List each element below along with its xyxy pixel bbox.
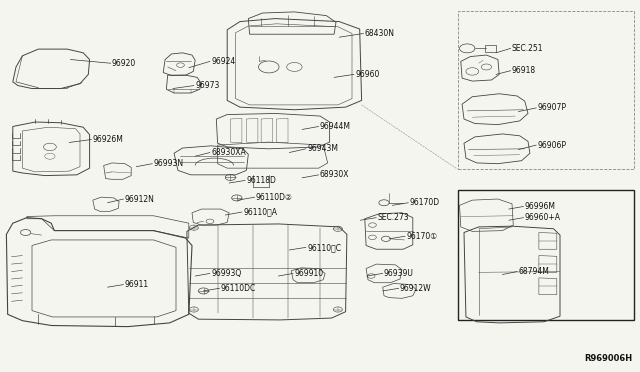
Text: 96118D: 96118D — [246, 176, 276, 185]
Text: 96993Q: 96993Q — [211, 269, 241, 278]
Text: 96993N: 96993N — [154, 159, 184, 168]
Text: 68930X: 68930X — [320, 170, 349, 179]
Text: 96960+A: 96960+A — [525, 213, 561, 222]
Text: 96912N: 96912N — [125, 195, 155, 203]
Text: 68430N: 68430N — [365, 29, 395, 38]
Bar — [458, 11, 634, 169]
Text: 96939U: 96939U — [384, 269, 414, 278]
Text: 96907P: 96907P — [538, 103, 566, 112]
Text: 969910: 969910 — [294, 269, 324, 278]
Text: 96912W: 96912W — [400, 284, 431, 293]
Text: 96110DC: 96110DC — [221, 284, 256, 293]
Text: 96911: 96911 — [125, 280, 149, 289]
Text: 96926M: 96926M — [93, 135, 124, 144]
Text: R969006H: R969006H — [584, 354, 632, 363]
Text: 96960: 96960 — [355, 70, 380, 79]
Text: 96973: 96973 — [195, 81, 220, 90]
Text: 96110ⒶC: 96110ⒶC — [307, 243, 341, 252]
Text: 96944M: 96944M — [320, 122, 351, 131]
Text: SEC.251: SEC.251 — [512, 44, 543, 53]
Text: 96996M: 96996M — [525, 202, 556, 211]
Text: 96918: 96918 — [512, 66, 536, 75]
Text: SEC.273: SEC.273 — [378, 213, 409, 222]
Text: 96943M: 96943M — [307, 144, 338, 153]
Text: 96170①: 96170① — [406, 232, 438, 241]
Text: 96920: 96920 — [112, 59, 136, 68]
Text: 68794M: 68794M — [518, 267, 549, 276]
Text: 96110D②: 96110D② — [256, 193, 293, 202]
Text: 96906P: 96906P — [538, 141, 566, 150]
Bar — [458, 190, 634, 320]
Text: 96170D: 96170D — [410, 198, 440, 207]
Text: 96110ⒶA: 96110ⒶA — [243, 208, 277, 217]
Text: 96924: 96924 — [211, 57, 236, 66]
Text: 68930XA: 68930XA — [211, 148, 246, 157]
